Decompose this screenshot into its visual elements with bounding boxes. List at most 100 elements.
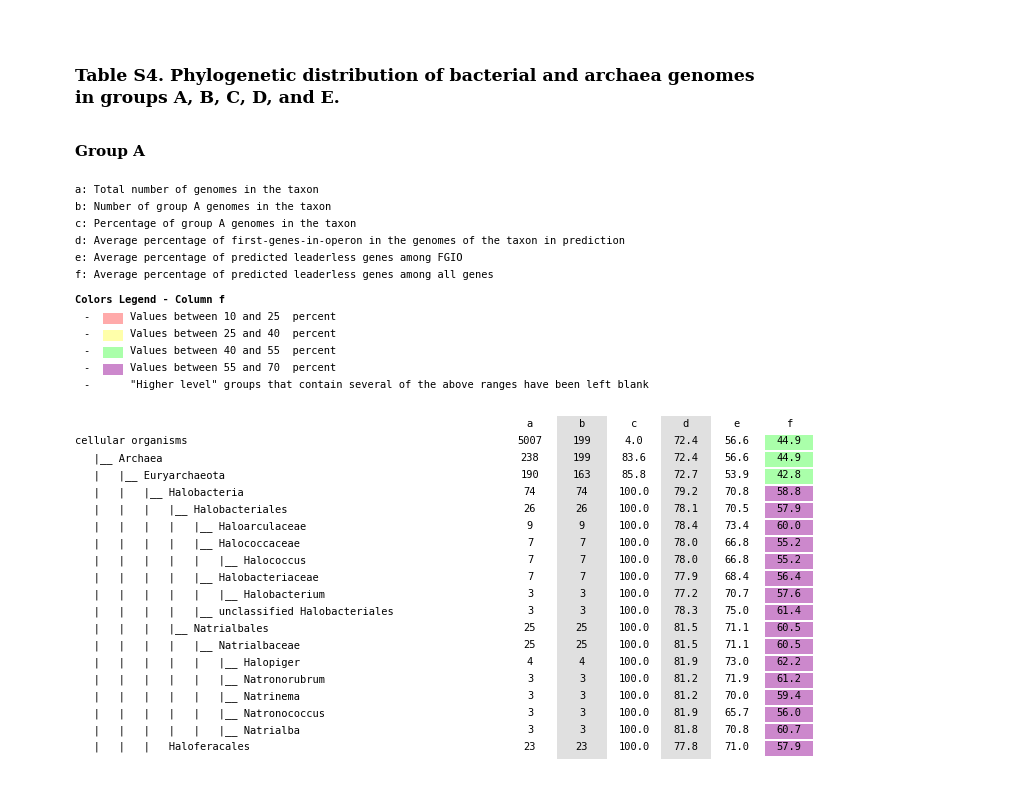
Text: f: f — [785, 419, 792, 429]
Text: 26: 26 — [523, 504, 536, 514]
Text: 3: 3 — [579, 674, 585, 684]
Text: 100.0: 100.0 — [618, 538, 649, 548]
Text: 199: 199 — [572, 436, 591, 446]
Text: 68.4: 68.4 — [723, 572, 749, 582]
Text: 7: 7 — [579, 538, 585, 548]
Text: 77.8: 77.8 — [673, 742, 698, 752]
Text: 100.0: 100.0 — [618, 606, 649, 616]
Bar — [764, 503, 812, 518]
Text: 71.0: 71.0 — [723, 742, 749, 752]
Text: 7: 7 — [579, 555, 585, 565]
Bar — [103, 347, 123, 358]
Text: 71.9: 71.9 — [723, 674, 749, 684]
Text: 3: 3 — [527, 589, 533, 599]
Text: 4.0: 4.0 — [624, 436, 643, 446]
Text: 3: 3 — [579, 691, 585, 701]
Text: |   |   |   |   |__ Halobacteriaceae: | | | | |__ Halobacteriaceae — [75, 572, 319, 583]
Text: 25: 25 — [523, 640, 536, 650]
Text: |   |   |   |__ Natrialbales: | | | |__ Natrialbales — [75, 623, 268, 634]
Text: 71.1: 71.1 — [723, 623, 749, 633]
Text: 7: 7 — [527, 555, 533, 565]
Text: 55.2: 55.2 — [775, 538, 801, 548]
Text: |   |   |   |   |__ Halococcaceae: | | | | |__ Halococcaceae — [75, 538, 300, 549]
Text: c: c — [631, 419, 637, 429]
Text: 190: 190 — [520, 470, 539, 480]
Bar — [556, 416, 606, 759]
Bar — [764, 724, 812, 739]
Text: cellular organisms: cellular organisms — [75, 436, 187, 446]
Text: 72.4: 72.4 — [673, 453, 698, 463]
Text: Values between 55 and 70  percent: Values between 55 and 70 percent — [129, 363, 336, 373]
Text: 61.2: 61.2 — [775, 674, 801, 684]
Text: 3: 3 — [527, 725, 533, 735]
Text: 62.2: 62.2 — [775, 657, 801, 667]
Text: 78.0: 78.0 — [673, 555, 698, 565]
Text: 81.9: 81.9 — [673, 708, 698, 718]
Text: Group A: Group A — [75, 145, 145, 159]
Text: 58.8: 58.8 — [775, 487, 801, 497]
Bar — [764, 588, 812, 603]
Bar — [764, 554, 812, 569]
Text: 70.0: 70.0 — [723, 691, 749, 701]
Text: 79.2: 79.2 — [673, 487, 698, 497]
Text: 85.8: 85.8 — [621, 470, 646, 480]
Text: |   |   |   |   |   |__ Halopiger: | | | | | |__ Halopiger — [75, 657, 300, 668]
Text: 70.5: 70.5 — [723, 504, 749, 514]
Text: 100.0: 100.0 — [618, 623, 649, 633]
Text: 238: 238 — [520, 453, 539, 463]
Text: 25: 25 — [575, 623, 588, 633]
Bar — [764, 639, 812, 654]
Text: 23: 23 — [575, 742, 588, 752]
Text: 60.0: 60.0 — [775, 521, 801, 531]
Text: 83.6: 83.6 — [621, 453, 646, 463]
Text: 100.0: 100.0 — [618, 521, 649, 531]
Text: 66.8: 66.8 — [723, 555, 749, 565]
Text: 23: 23 — [523, 742, 536, 752]
Text: |   |   |   |__ Halobacteriales: | | | |__ Halobacteriales — [75, 504, 287, 515]
Text: |   |   |   |   |   |__ Halobacterium: | | | | | |__ Halobacterium — [75, 589, 325, 600]
Text: |   |   |   |   |   |__ Natrialba: | | | | | |__ Natrialba — [75, 725, 300, 736]
Text: 4: 4 — [527, 657, 533, 667]
Text: 100.0: 100.0 — [618, 742, 649, 752]
Text: 7: 7 — [527, 538, 533, 548]
Text: 44.9: 44.9 — [775, 453, 801, 463]
Text: |   |   |   |   |__ Natrialbaceae: | | | | |__ Natrialbaceae — [75, 640, 300, 651]
Text: 100.0: 100.0 — [618, 657, 649, 667]
Text: 42.8: 42.8 — [775, 470, 801, 480]
Text: 5007: 5007 — [517, 436, 542, 446]
Text: b: Number of group A genomes in the taxon: b: Number of group A genomes in the taxo… — [75, 202, 331, 212]
Text: 56.4: 56.4 — [775, 572, 801, 582]
Text: 3: 3 — [527, 674, 533, 684]
Text: -: - — [83, 346, 90, 356]
Bar — [660, 416, 710, 759]
Text: 70.8: 70.8 — [723, 725, 749, 735]
Text: 73.0: 73.0 — [723, 657, 749, 667]
Text: 100.0: 100.0 — [618, 691, 649, 701]
Text: 100.0: 100.0 — [618, 504, 649, 514]
Text: 78.3: 78.3 — [673, 606, 698, 616]
Text: |   |   |   |   |   |__ Natronorubrum: | | | | | |__ Natronorubrum — [75, 674, 325, 685]
Text: 100.0: 100.0 — [618, 674, 649, 684]
Text: |__ Archaea: |__ Archaea — [75, 453, 162, 464]
Bar — [764, 520, 812, 535]
Text: 81.5: 81.5 — [673, 640, 698, 650]
Text: |   |   |   |   |   |__ Halococcus: | | | | | |__ Halococcus — [75, 555, 306, 566]
Text: 3: 3 — [579, 708, 585, 718]
Bar — [764, 656, 812, 671]
Text: 7: 7 — [527, 572, 533, 582]
Text: 25: 25 — [575, 640, 588, 650]
Text: 199: 199 — [572, 453, 591, 463]
Text: 60.7: 60.7 — [775, 725, 801, 735]
Text: |   |   |   |   |__ unclassified Halobacteriales: | | | | |__ unclassified Halobacteriales — [75, 606, 393, 617]
Text: 72.4: 72.4 — [673, 436, 698, 446]
Text: 100.0: 100.0 — [618, 640, 649, 650]
Text: |   |   |   |   |   |__ Natrinema: | | | | | |__ Natrinema — [75, 691, 300, 702]
Text: b: b — [579, 419, 585, 429]
Text: Table S4. Phylogenetic distribution of bacterial and archaea genomes: Table S4. Phylogenetic distribution of b… — [75, 68, 754, 85]
Text: 66.8: 66.8 — [723, 538, 749, 548]
Text: 56.6: 56.6 — [723, 436, 749, 446]
Text: 53.9: 53.9 — [723, 470, 749, 480]
Bar — [764, 673, 812, 688]
Text: 71.1: 71.1 — [723, 640, 749, 650]
Bar — [764, 452, 812, 467]
